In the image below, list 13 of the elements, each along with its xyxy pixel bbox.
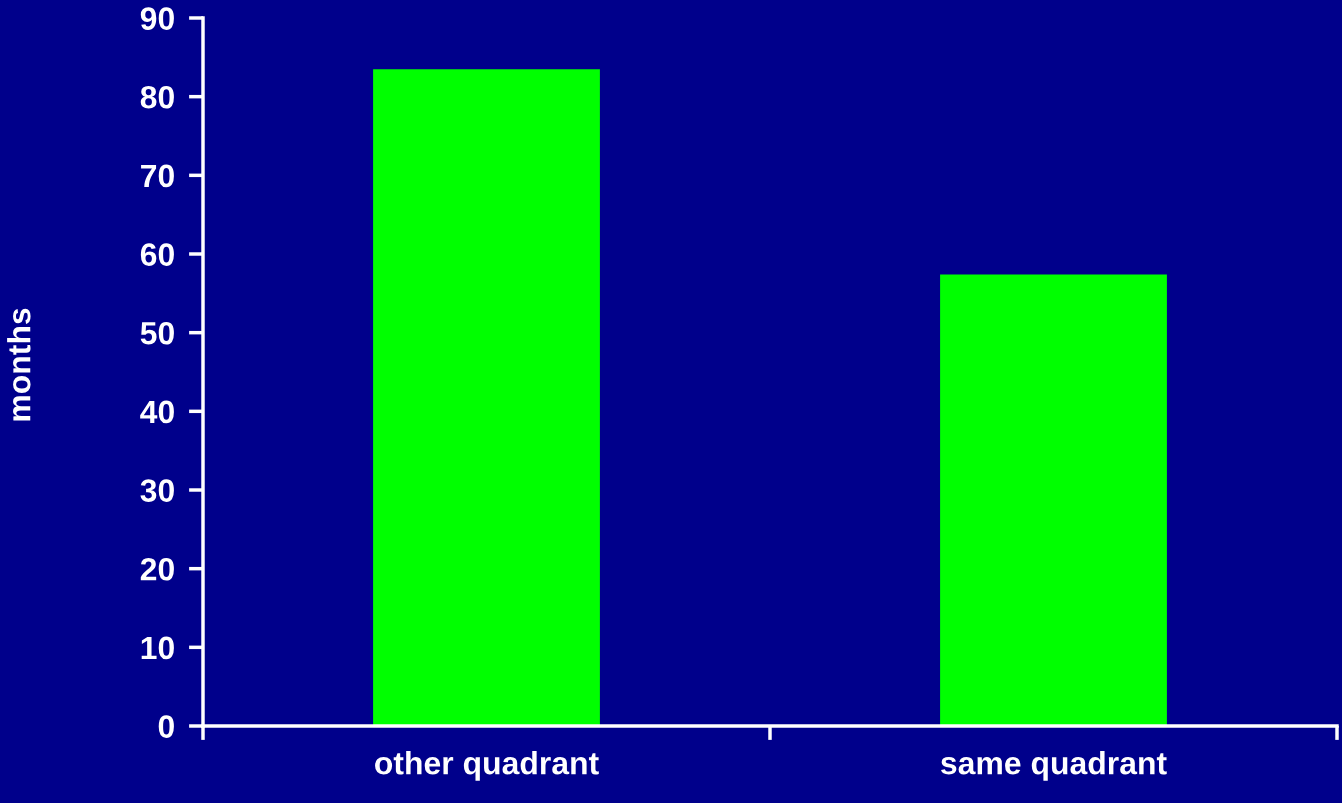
y-tick-label: 70	[141, 164, 174, 188]
y-tick-label: 20	[140, 557, 174, 581]
y-tick-label: 40	[140, 400, 174, 424]
y-tick-label: 80	[140, 85, 174, 109]
y-tick-label: 90	[140, 7, 174, 30]
y-tick-label: 10	[141, 636, 174, 660]
x-tick-label: other quadrant	[375, 751, 599, 781]
y-tick-label: 50	[140, 321, 174, 345]
y-tick-label: 30	[140, 479, 174, 502]
x-tick-label: same quadrant	[941, 751, 1167, 781]
y-tick-label: 60	[140, 243, 174, 266]
y-axis-title: months	[7, 308, 31, 421]
y-tick-label: 0	[158, 715, 174, 738]
